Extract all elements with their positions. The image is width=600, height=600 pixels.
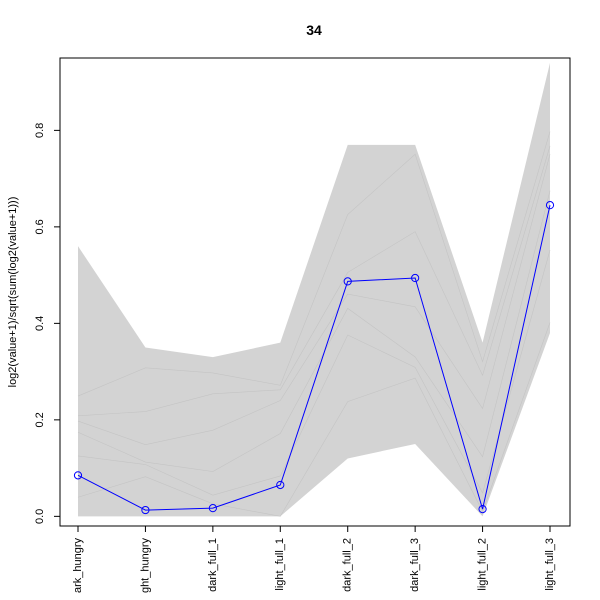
highlight-point	[343, 277, 352, 286]
chart-title: 34	[306, 22, 322, 38]
x-tick-label: dark_full_1	[207, 538, 219, 592]
background-profile-line	[77, 145, 551, 417]
x-tick-label: light_full_1	[274, 538, 286, 591]
y-axis-label: log2(value+1)/sqrt(sum(log2(value+1)))	[7, 197, 19, 388]
x-tick-label: ght_hungry	[139, 538, 151, 594]
highlight-point	[208, 504, 217, 513]
y-tick-label: 0.0	[34, 509, 46, 524]
y-tick-label: 0.8	[34, 123, 46, 138]
x-tick-label: light_full_2	[476, 538, 488, 591]
highlight-point	[141, 505, 150, 515]
background-profile-line	[77, 154, 551, 446]
x-tick-label: light_full_3	[544, 538, 556, 591]
background-profile-line	[77, 190, 551, 472]
highlight-point	[478, 505, 487, 514]
highlight-point	[73, 471, 83, 480]
x-tick-label: ark_hungry	[72, 538, 84, 594]
x-tick-label: dark_full_2	[342, 538, 354, 592]
y-tick-label: 0.2	[34, 412, 46, 427]
highlight-series-line	[77, 205, 551, 511]
plot-frame	[59, 57, 571, 527]
highlight-point	[276, 480, 285, 490]
x-tick-label: dark_full_3	[409, 538, 421, 592]
y-tick-label: 0.4	[34, 316, 46, 331]
y-tick-label: 0.6	[34, 219, 46, 234]
profile-envelope	[78, 62, 550, 517]
background-profile-line	[77, 131, 551, 397]
highlight-point	[545, 201, 555, 210]
highlight-point	[411, 273, 420, 283]
background-profile-line	[77, 322, 551, 517]
plot-area: 0.0 0.2 0.4 0.6 0.8 ark_hungry ght_hungry dark_…	[34, 57, 571, 594]
